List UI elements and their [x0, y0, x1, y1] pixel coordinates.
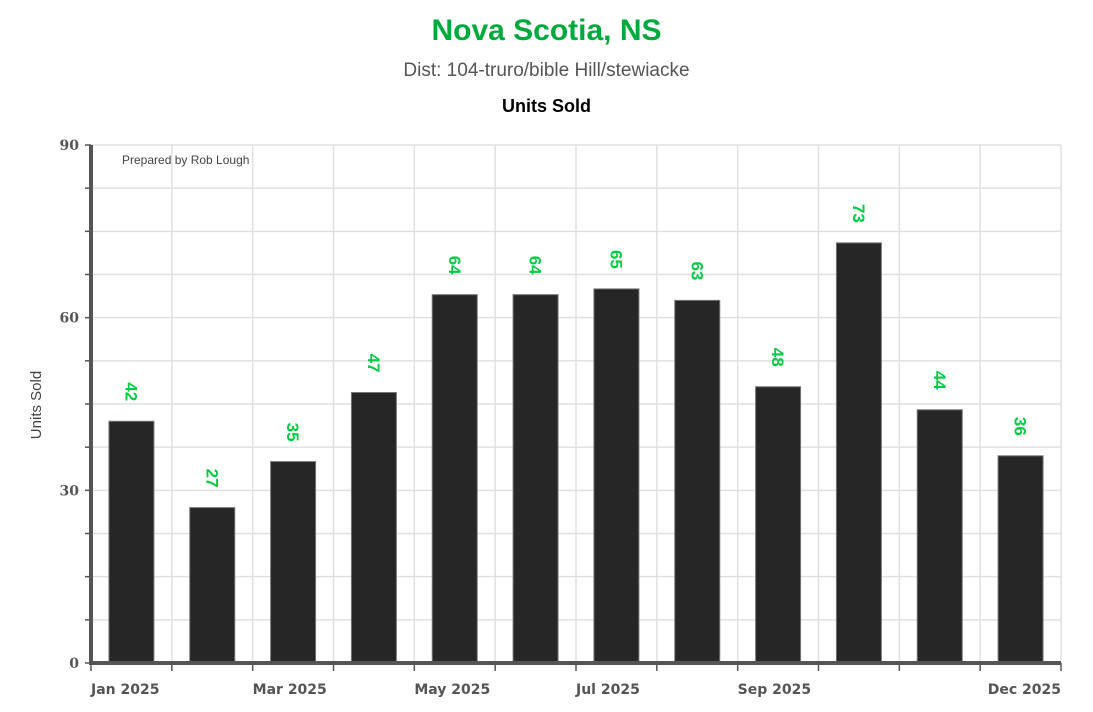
- y-tick-label: 90: [60, 138, 80, 154]
- value-label: 44: [930, 371, 949, 390]
- y-tick-label: 30: [60, 483, 80, 499]
- bar-sep-2025[interactable]: [755, 386, 802, 664]
- y-tick-label: 0: [69, 656, 79, 672]
- bar-apr-2025[interactable]: [350, 391, 397, 664]
- bar-nov-2025[interactable]: [916, 409, 963, 664]
- bar-jun-2025[interactable]: [512, 294, 559, 664]
- bar-may-2025[interactable]: [431, 294, 478, 664]
- bar-dec-2025[interactable]: [997, 455, 1044, 664]
- value-label: 64: [445, 256, 464, 275]
- value-label: 48: [768, 348, 787, 367]
- bar-oct-2025[interactable]: [835, 242, 882, 664]
- value-label: 47: [364, 354, 383, 373]
- x-tick-label: Jan 2025: [90, 682, 159, 698]
- x-tick-label: Mar 2025: [253, 682, 327, 698]
- value-label: 35: [283, 423, 302, 442]
- value-label: 36: [1011, 417, 1030, 436]
- x-tick-label: May 2025: [414, 682, 490, 698]
- value-label: 64: [526, 256, 545, 275]
- value-label: 27: [202, 469, 221, 488]
- y-tick-label: 60: [60, 311, 80, 327]
- axes: 0 30 60 90 Jan 2025 Mar 2025 May 2025 Jul 2025 S…: [60, 138, 1062, 698]
- bar-jul-2025[interactable]: [593, 288, 640, 664]
- bars: 42 27 35 47 64 64 65 63 48 73 44 36: [108, 204, 1044, 664]
- chart-subtitle: Dist: 104-truro/bible Hill/stewiacke: [403, 60, 690, 81]
- bar-mar-2025[interactable]: [270, 461, 317, 664]
- bar-jan-2025[interactable]: [108, 420, 155, 664]
- gridlines: [90, 144, 1062, 664]
- value-label: 42: [121, 382, 140, 401]
- chart-title: Units Sold: [502, 96, 591, 116]
- x-tick-label: Sep 2025: [738, 682, 811, 698]
- x-tick-label: Jul 2025: [575, 682, 640, 698]
- x-tick-label: Dec 2025: [988, 682, 1061, 698]
- value-label: 73: [849, 204, 868, 223]
- bar-aug-2025[interactable]: [674, 299, 721, 664]
- value-label: 63: [687, 261, 706, 280]
- bar-feb-2025[interactable]: [189, 507, 236, 664]
- chart-main-title: Nova Scotia, NS: [431, 14, 662, 47]
- y-axis-label: Units Sold: [28, 371, 45, 439]
- credit-text: Prepared by Rob Lough: [122, 153, 249, 167]
- value-label: 65: [606, 250, 625, 269]
